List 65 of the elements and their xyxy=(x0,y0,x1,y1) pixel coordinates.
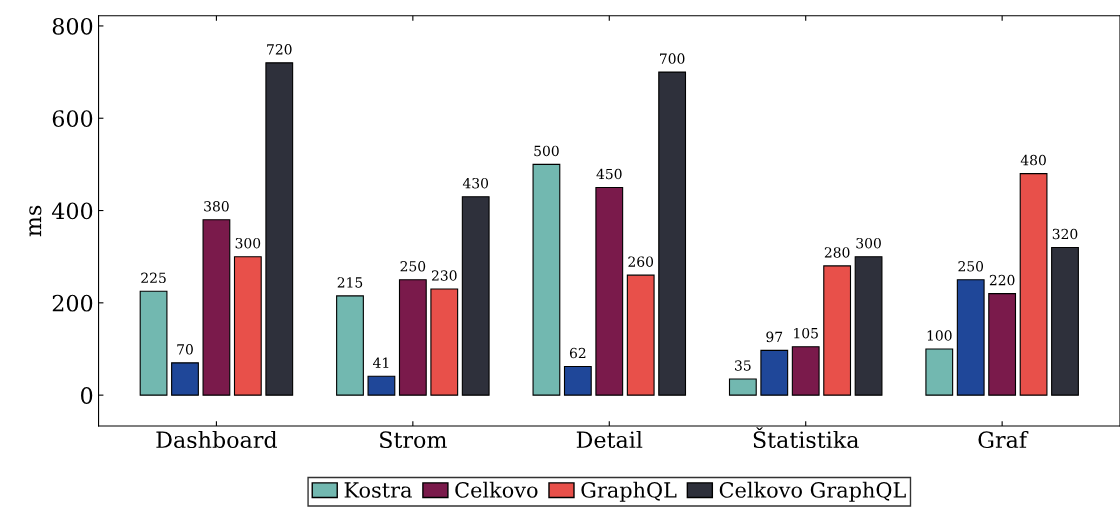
y-tick-label: 600 xyxy=(52,110,93,127)
data-label: 320 xyxy=(1052,228,1078,240)
data-label: 380 xyxy=(204,201,229,212)
bar xyxy=(171,362,199,396)
data-label: 100 xyxy=(927,330,952,341)
y-tick-label: 200 xyxy=(52,294,93,312)
y-axis-title: ms xyxy=(29,205,42,237)
data-label: 480 xyxy=(1020,154,1046,166)
bar xyxy=(823,265,852,396)
bar xyxy=(658,71,687,396)
bar xyxy=(532,163,561,396)
bar xyxy=(336,295,364,396)
bar xyxy=(728,378,757,396)
data-label: 225 xyxy=(141,272,166,284)
data-label: 41 xyxy=(373,357,389,368)
bar xyxy=(988,293,1017,396)
bar xyxy=(398,279,427,396)
bar xyxy=(233,256,262,396)
y-tick-label: 400 xyxy=(51,202,93,220)
bar xyxy=(854,256,883,396)
bar xyxy=(791,346,820,396)
data-label: 260 xyxy=(628,256,654,267)
bar xyxy=(139,290,168,396)
bar xyxy=(367,375,396,396)
data-label: 62 xyxy=(569,347,586,359)
bar xyxy=(1019,173,1048,396)
legend-label: Kostra xyxy=(344,482,412,498)
bar xyxy=(1051,246,1079,396)
x-tick-label: Štatistika xyxy=(753,427,859,449)
data-label: 450 xyxy=(596,168,622,180)
legend-label: Celkovo GraphQL xyxy=(719,481,906,502)
bar xyxy=(265,62,294,396)
x-tick-label: Dashboard xyxy=(156,430,278,449)
bar xyxy=(956,279,985,396)
y-tick-label: 0 xyxy=(81,387,93,404)
legend-label: GraphQL xyxy=(581,481,677,502)
data-label: 300 xyxy=(235,237,261,249)
data-label: 230 xyxy=(431,270,457,281)
x-tick-label: Graf xyxy=(978,430,1029,449)
legend-label: Celkovo xyxy=(455,481,538,498)
bar xyxy=(430,288,459,396)
data-label: 97 xyxy=(766,331,783,343)
bar xyxy=(202,219,231,396)
data-label: 280 xyxy=(824,247,850,258)
data-label: 500 xyxy=(534,145,559,157)
data-label: 215 xyxy=(337,277,363,288)
data-label: 700 xyxy=(660,53,685,64)
data-label: 70 xyxy=(177,344,193,355)
data-label: 250 xyxy=(958,261,984,272)
y-tick-label: 800 xyxy=(52,17,93,35)
bar xyxy=(563,365,592,396)
data-label: 105 xyxy=(794,327,818,339)
bar xyxy=(461,196,490,396)
data-label: 300 xyxy=(856,237,881,249)
data-label: 430 xyxy=(462,177,489,189)
data-label: 35 xyxy=(735,360,751,371)
bar xyxy=(925,348,954,396)
data-label: 220 xyxy=(989,274,1015,286)
data-label: 720 xyxy=(267,44,292,55)
x-tick-label: Detail xyxy=(576,430,643,449)
data-label: 250 xyxy=(400,261,426,272)
bar xyxy=(760,349,789,396)
x-tick-label: Strom xyxy=(380,431,447,449)
bar xyxy=(626,274,655,396)
bar xyxy=(595,186,624,396)
